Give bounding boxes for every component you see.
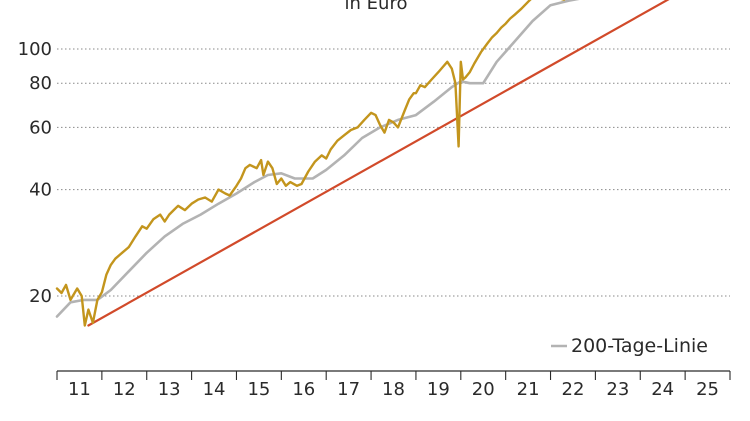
y-tick-label-60: 60 — [29, 117, 52, 138]
y-tick-label-40: 40 — [29, 180, 52, 201]
legend: 200-Tage-Linie — [551, 335, 708, 357]
x-tick-label-17: 17 — [337, 379, 360, 400]
y-tick-label-20: 20 — [29, 286, 52, 307]
x-tick-label-20: 20 — [472, 379, 495, 400]
x-tick-label-13: 13 — [158, 379, 181, 400]
grid-layer: 20 40 60 80 100 — [18, 39, 730, 307]
chart-subtitle: in Euro — [345, 0, 408, 14]
x-tick-label-22: 22 — [562, 379, 585, 400]
x-tick-label-24: 24 — [651, 379, 674, 400]
x-tick-label-25: 25 — [696, 379, 719, 400]
y-tick-label-80: 80 — [29, 73, 52, 94]
axis-layer: 11 12 13 14 15 16 17 18 19 20 21 22 23 24 25 — [56, 370, 731, 400]
x-tick-label-21: 21 — [517, 379, 540, 400]
moving-average-200-line — [55, 0, 580, 318]
trend-line — [87, 0, 670, 327]
series-layer — [55, 0, 670, 327]
x-tick-label-16: 16 — [292, 379, 315, 400]
x-tick-label-15: 15 — [247, 379, 270, 400]
x-tick-label-11: 11 — [68, 379, 91, 400]
x-tick-label-19: 19 — [427, 379, 450, 400]
x-tick-label-14: 14 — [203, 379, 226, 400]
legend-label-200-tage-linie: 200-Tage-Linie — [571, 335, 708, 357]
price-line — [55, 0, 566, 327]
y-tick-label-100: 100 — [18, 39, 52, 60]
x-tick-label-23: 23 — [606, 379, 629, 400]
x-tick-label-18: 18 — [382, 379, 405, 400]
x-tick-label-12: 12 — [113, 379, 136, 400]
